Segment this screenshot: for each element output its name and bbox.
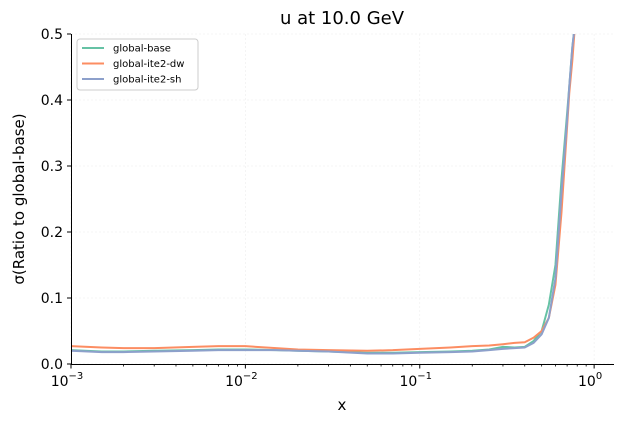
- y-axis-label: σ(Ratio to global-base): [10, 113, 28, 284]
- y-tick-label: 0.4: [41, 93, 63, 109]
- x-tick-label-base: 10: [51, 374, 69, 390]
- x-tick-label-exponent: −3: [69, 371, 84, 382]
- x-tick-label-exponent: 0: [596, 371, 602, 382]
- legend: global-base global-ite2-dw global-ite2-sh: [76, 38, 199, 91]
- x-axis-label: x: [338, 396, 347, 414]
- series-line-global-ite2-sh: [71, 34, 575, 355]
- legend-label: global-ite2-dw: [113, 59, 184, 70]
- x-tick-label-exponent: −2: [243, 371, 258, 382]
- chart-title: u at 10.0 GeV: [280, 8, 405, 29]
- x-tick-label-base: 10: [399, 374, 417, 390]
- y-tick-label: 0.0: [41, 357, 63, 373]
- y-tick-label: 0.2: [41, 225, 63, 241]
- x-tick-label: 10−1: [399, 371, 432, 390]
- x-tick-label: 10−3: [51, 371, 84, 390]
- y-tick-label: 0.5: [41, 27, 63, 43]
- y-ticks: 0.0 0.1 0.2 0.3 0.4 0.5: [41, 27, 71, 373]
- x-tick-label-exponent: −1: [417, 371, 432, 382]
- axes: [71, 34, 614, 365]
- y-tick-label: 0.1: [41, 291, 63, 307]
- legend-label: global-ite2-sh: [113, 75, 181, 86]
- y-tick-label: 0.3: [41, 159, 63, 175]
- x-tick-label: 10−2: [225, 371, 258, 390]
- legend-frame: [76, 38, 199, 91]
- x-tick-label-base: 10: [578, 374, 596, 390]
- x-tick-label-base: 10: [225, 374, 243, 390]
- legend-label: global-base: [113, 44, 171, 55]
- x-ticks: 10−3 10−2 10−1 100: [51, 364, 602, 390]
- plot-series: [71, 34, 576, 355]
- x-tick-label: 100: [578, 371, 602, 390]
